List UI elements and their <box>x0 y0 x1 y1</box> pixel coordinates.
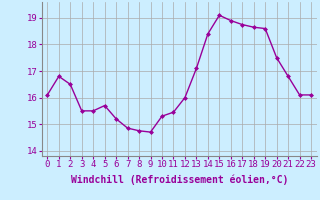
X-axis label: Windchill (Refroidissement éolien,°C): Windchill (Refroidissement éolien,°C) <box>70 175 288 185</box>
